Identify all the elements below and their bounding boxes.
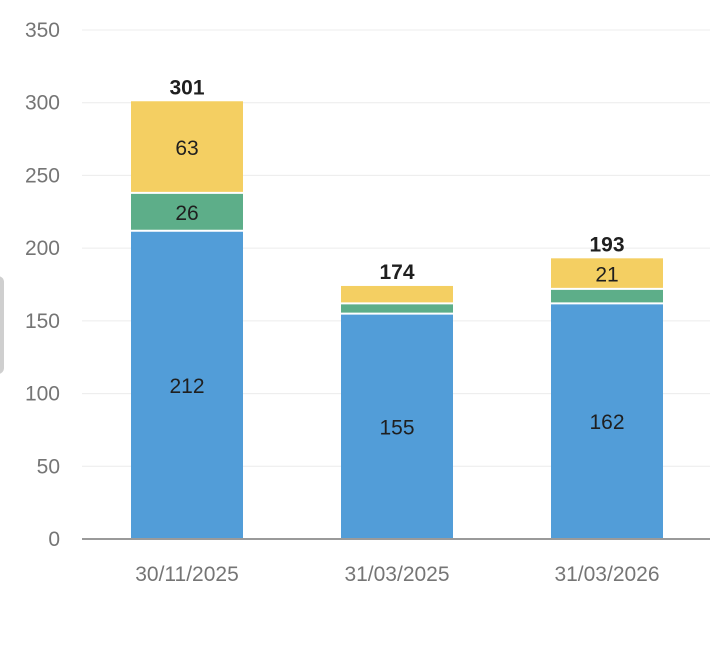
x-tick-label: 30/11/2025: [135, 563, 239, 586]
bar-total-label: 174: [379, 261, 414, 284]
y-tick-label: 200: [25, 237, 60, 260]
bar-segment: [131, 101, 243, 193]
bar-stack: 162 21 193: [551, 233, 663, 539]
segment-value-label: 212: [169, 375, 204, 398]
bar-segment: [131, 230, 243, 540]
x-axis-ticks: 30/11/2025 31/03/2025 31/03/2026: [135, 563, 659, 586]
y-tick-label: 50: [37, 455, 60, 478]
bar-segment: [131, 192, 243, 231]
bar-segment: [341, 285, 453, 304]
bar-segment: [551, 288, 663, 304]
bar-segment: [341, 313, 453, 539]
segment-value-label: 26: [175, 202, 198, 225]
y-tick-label: 250: [25, 164, 60, 187]
bar-stack: 155 174: [341, 261, 453, 539]
y-tick-label: 100: [25, 383, 60, 406]
x-tick-label: 31/03/2026: [554, 563, 659, 586]
bar-total-label: 193: [589, 233, 624, 256]
x-tick-label: 31/03/2025: [344, 563, 449, 586]
bar-segment: [551, 258, 663, 289]
y-tick-label: 350: [25, 19, 60, 42]
segment-value-label: 21: [595, 264, 618, 287]
segment-value-label: 155: [379, 416, 414, 439]
bar-segment: [551, 303, 663, 539]
bar-total-label: 301: [169, 76, 204, 99]
segment-value-label: 63: [175, 137, 198, 160]
y-tick-label: 0: [48, 528, 60, 551]
bar-segment: [341, 303, 453, 314]
bar-stack: 212 26 63 301: [131, 76, 243, 540]
y-tick-label: 150: [25, 310, 60, 333]
y-tick-label: 300: [25, 92, 60, 115]
scroll-handle[interactable]: [0, 276, 4, 374]
bars: 212 26 63 301 155 174 162 21 193: [131, 76, 663, 540]
segment-value-label: 162: [589, 411, 624, 434]
y-axis-ticks: 0 50 100 150 200 250 300 350: [25, 19, 60, 551]
